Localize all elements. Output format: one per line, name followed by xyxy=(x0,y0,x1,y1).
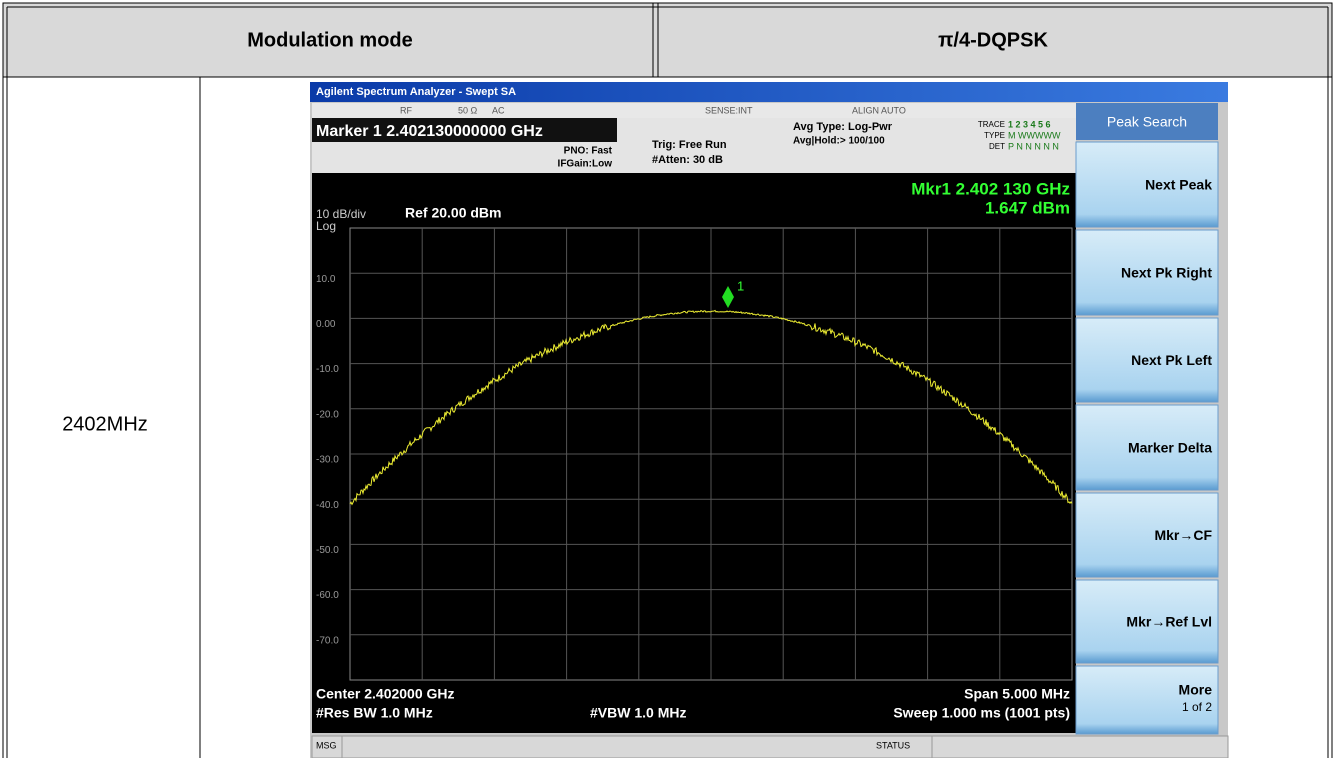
vbw: #VBW 1.0 MHz xyxy=(590,705,686,721)
softkey-label: Next Peak xyxy=(1145,177,1212,193)
msg: MSG xyxy=(316,740,337,750)
status-item: AC xyxy=(492,105,505,115)
y-label: -20.0 xyxy=(316,409,339,420)
y-label: -60.0 xyxy=(316,590,339,601)
trace-info: TRACE xyxy=(978,120,1005,129)
title-bar xyxy=(310,82,1228,102)
status-item: 50 Ω xyxy=(458,105,478,115)
scale-type: Log xyxy=(316,219,336,233)
softkey[interactable] xyxy=(1075,492,1219,578)
softkey-label: Marker Delta xyxy=(1128,440,1212,456)
marker-diamond xyxy=(722,286,734,308)
status: STATUS xyxy=(876,740,910,750)
trace-info: TYPE xyxy=(984,131,1005,140)
softkey[interactable] xyxy=(1075,229,1219,316)
span: Span 5.000 MHz xyxy=(964,686,1070,702)
softkey-label: More xyxy=(1179,682,1213,698)
header-cell: π/4-DQPSK xyxy=(938,29,1048,51)
header-cell: Modulation mode xyxy=(247,29,413,51)
status-item: RF xyxy=(400,105,412,115)
softkey-label: Mkr→CF xyxy=(1154,527,1212,543)
y-label: 10.0 xyxy=(316,274,336,285)
scale: 10 dB/div xyxy=(316,207,366,221)
setting: PNO: Fast xyxy=(564,146,613,157)
setting: Avg Type: Log-Pwr xyxy=(793,121,893,133)
status-item: ALIGN AUTO xyxy=(852,105,906,115)
marker-number: 1 xyxy=(737,278,744,293)
header-row xyxy=(3,3,1332,77)
trace-info: P N N N N N xyxy=(1008,141,1059,151)
sweep: Sweep 1.000 ms (1001 pts) xyxy=(893,705,1070,721)
menu-title: Peak Search xyxy=(1107,114,1187,130)
ref-level: Ref 20.00 dBm xyxy=(405,205,501,221)
softkey[interactable] xyxy=(1075,665,1219,735)
softkey-label: Next Pk Right xyxy=(1121,265,1212,281)
status-bar xyxy=(312,103,1076,118)
softkey-label: Next Pk Left xyxy=(1131,352,1212,368)
marker-box xyxy=(312,118,617,142)
marker-amp: 1.647 dBm xyxy=(985,198,1070,217)
menu-title-bg xyxy=(1076,103,1218,140)
row-label: 2402MHz xyxy=(62,413,148,435)
status-item: SENSE:INT xyxy=(705,105,753,115)
setting: #Atten: 30 dB xyxy=(652,154,723,166)
center-freq: Center 2.402000 GHz xyxy=(316,686,455,702)
softkey-sub: 1 of 2 xyxy=(1182,700,1212,714)
marker-freq: Mkr1 2.402 130 GHz xyxy=(911,179,1070,198)
softkey[interactable] xyxy=(1075,404,1219,491)
graticule xyxy=(349,227,1073,681)
setting: IFGain:Low xyxy=(558,159,613,170)
y-label: 0.00 xyxy=(316,319,336,330)
msg-bar xyxy=(311,735,1229,758)
window-title: Agilent Spectrum Analyzer - Swept SA xyxy=(316,86,516,98)
softkey-label: Mkr→Ref Lvl xyxy=(1126,614,1212,630)
trace-info: DET xyxy=(989,142,1005,151)
softkey[interactable] xyxy=(1075,141,1219,228)
display xyxy=(312,173,1076,733)
res-bw: #Res BW 1.0 MHz xyxy=(316,705,433,721)
trace xyxy=(349,309,1073,506)
softkey[interactable] xyxy=(1075,317,1219,403)
softkey[interactable] xyxy=(1075,579,1219,664)
setting: Trig: Free Run xyxy=(652,139,727,151)
setting: Avg|Hold:> 100/100 xyxy=(793,136,885,147)
trace-info: 1 2 3 4 5 6 xyxy=(1008,119,1051,129)
trace-info: M WWWWW xyxy=(1008,130,1061,140)
marker-text: Marker 1 2.402130000000 GHz xyxy=(316,123,543,140)
y-label: -50.0 xyxy=(316,545,339,556)
analyzer-screen: Agilent Spectrum Analyzer - Swept SA RF … xyxy=(310,82,1229,758)
y-label: -10.0 xyxy=(316,364,339,375)
y-label: -40.0 xyxy=(316,500,339,511)
y-label: -30.0 xyxy=(316,455,339,466)
y-label: -70.0 xyxy=(316,635,339,646)
